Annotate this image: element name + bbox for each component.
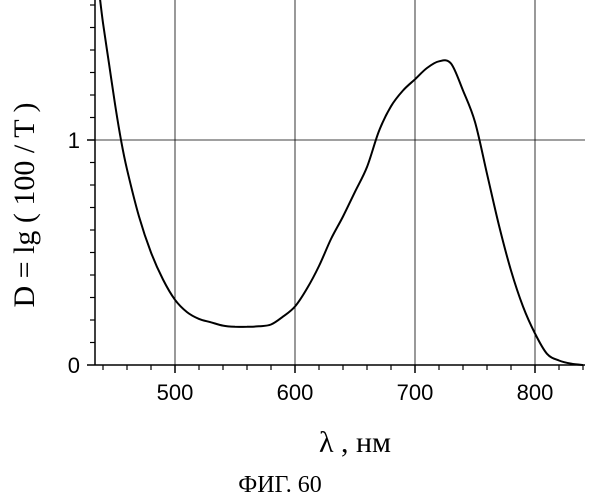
tick-marks [87,5,583,373]
y-tick-label: 0 [68,353,80,378]
x-tick-label: 700 [397,380,434,405]
x-tick-label: 800 [517,380,554,405]
series-line [99,0,583,365]
tick-labels: 500 600 700 800 0 1 [68,128,554,405]
x-tick-label: 600 [277,380,314,405]
y-axis-title: D = lg ( 100 / T ) [8,103,41,308]
y-tick-label: 1 [68,128,80,153]
series-group [99,0,583,365]
grid [95,0,585,365]
x-tick-label: 500 [157,380,194,405]
figure-caption: ФИГ. 60 [238,472,321,498]
x-axis-title: λ , нм [319,426,391,459]
